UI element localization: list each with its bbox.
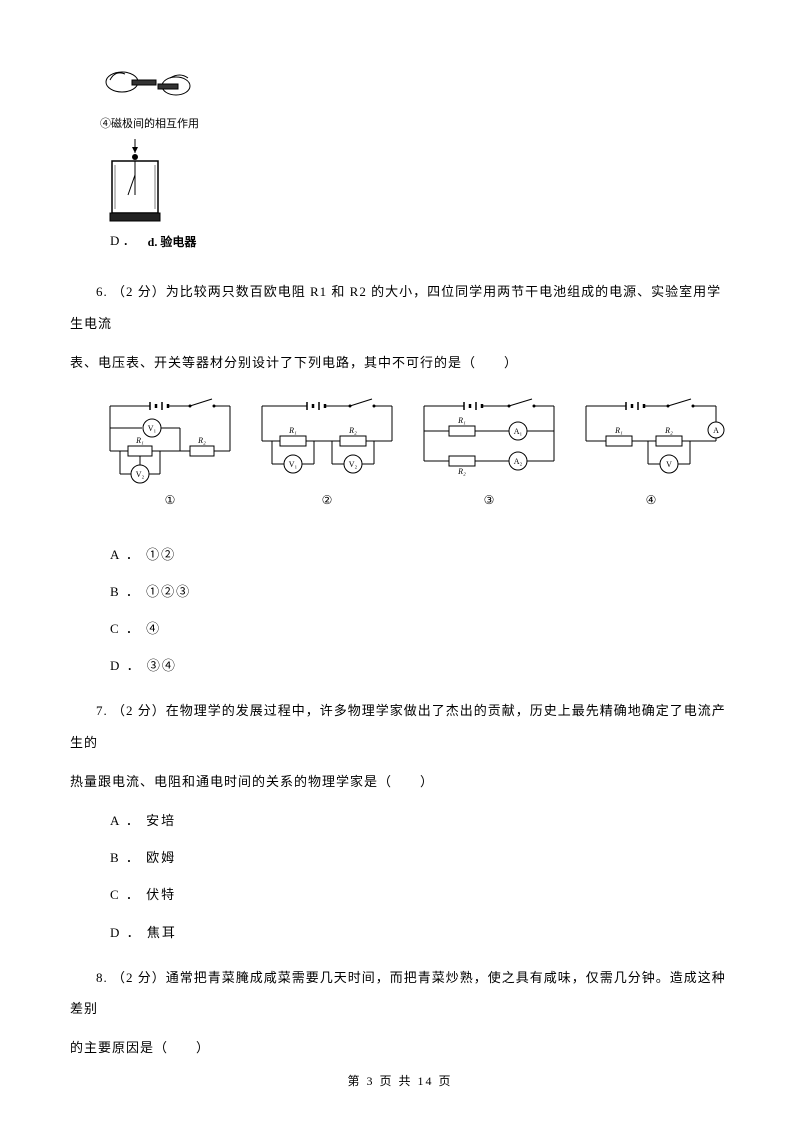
q7-optB: B ． 欧姆: [110, 842, 730, 873]
q6-optB: B ． ①②③: [110, 576, 730, 607]
page-footer: 第 3 页 共 14 页: [0, 1067, 800, 1096]
circuit-3-num: ③: [414, 486, 564, 515]
circuit-diagrams: V₁ R₁ R₂ V₂ ①: [100, 396, 730, 515]
figure-top-hands: [100, 60, 200, 110]
svg-text:A₂: A₂: [514, 457, 523, 466]
q7-optA: A ． 安培: [110, 805, 730, 836]
figure-caption-bottom: d. 验电器: [148, 228, 197, 257]
svg-text:A: A: [713, 426, 719, 435]
option-d-row: D ． d. 验电器: [110, 225, 730, 256]
q8-text-1: 8. （2 分）通常把青菜腌成咸菜需要几天时间，而把青菜炒熟，使之具有咸味，仅需…: [70, 970, 726, 1016]
q7-text-2: 热量跟电流、电阻和通电时间的关系的物理学家是（ ）: [70, 774, 434, 789]
circuit-2: R₁ R₂ V₁ V₂ ②: [252, 396, 402, 515]
q6-text-2: 表、电压表、开关等器材分别设计了下列电路，其中不可行的是（ ）: [70, 355, 518, 370]
svg-text:R₁: R₁: [457, 416, 466, 425]
svg-text:R₂: R₂: [197, 436, 206, 445]
svg-text:R₁: R₁: [288, 426, 297, 435]
circuit-4: A R₁ R₂ V ④: [576, 396, 726, 515]
svg-text:A₁: A₁: [514, 427, 523, 436]
q8-text-2: 的主要原因是（ ）: [70, 1040, 210, 1055]
figure-electroscope: [100, 135, 170, 225]
svg-text:V₁: V₁: [289, 460, 298, 469]
svg-text:R₂: R₂: [348, 426, 357, 435]
q6-text-1: 6. （2 分）为比较两只数百欧电阻 R1 和 R2 的大小，四位同学用两节干电…: [70, 284, 721, 330]
option-d-label: D ．: [110, 225, 136, 256]
svg-text:V₂: V₂: [136, 470, 145, 479]
svg-text:R₂: R₂: [664, 426, 673, 435]
figure-magnets-group: ④磁极间的相互作用: [100, 60, 730, 225]
circuit-4-num: ④: [576, 486, 726, 515]
q7-optD: D ． 焦耳: [110, 917, 730, 948]
q6-text-2-wrap: 表、电压表、开关等器材分别设计了下列电路，其中不可行的是（ ）: [70, 347, 730, 378]
svg-text:R₁: R₁: [614, 426, 623, 435]
circuit-3: R₁ A₁ R₂ A₂ ③: [414, 396, 564, 515]
circuit-1: V₁ R₁ R₂ V₂ ①: [100, 396, 240, 515]
q6-text: 6. （2 分）为比较两只数百欧电阻 R1 和 R2 的大小，四位同学用两节干电…: [70, 276, 730, 338]
circuit-1-num: ①: [100, 486, 240, 515]
svg-text:R₂: R₂: [457, 467, 466, 476]
svg-text:R₁: R₁: [135, 436, 144, 445]
svg-text:V: V: [666, 460, 672, 469]
q7-text: 7. （2 分）在物理学的发展过程中，许多物理学家做出了杰出的贡献，历史上最先精…: [70, 695, 730, 757]
svg-text:V₂: V₂: [349, 460, 358, 469]
q7-optC: C ． 伏特: [110, 879, 730, 910]
q7-text-1: 7. （2 分）在物理学的发展过程中，许多物理学家做出了杰出的贡献，历史上最先精…: [70, 703, 726, 749]
q6-optC: C ． ④: [110, 613, 730, 644]
q8-text-2-wrap: 的主要原因是（ ）: [70, 1032, 730, 1063]
svg-text:V₁: V₁: [148, 424, 157, 433]
q8-text: 8. （2 分）通常把青菜腌成咸菜需要几天时间，而把青菜炒熟，使之具有咸味，仅需…: [70, 962, 730, 1024]
q7-text-2-wrap: 热量跟电流、电阻和通电时间的关系的物理学家是（ ）: [70, 766, 730, 797]
q6-optD: D ． ③④: [110, 650, 730, 681]
circuit-2-num: ②: [252, 486, 402, 515]
q6-optA: A ． ①②: [110, 539, 730, 570]
figure-caption-mid: ④磁极间的相互作用: [100, 118, 199, 131]
